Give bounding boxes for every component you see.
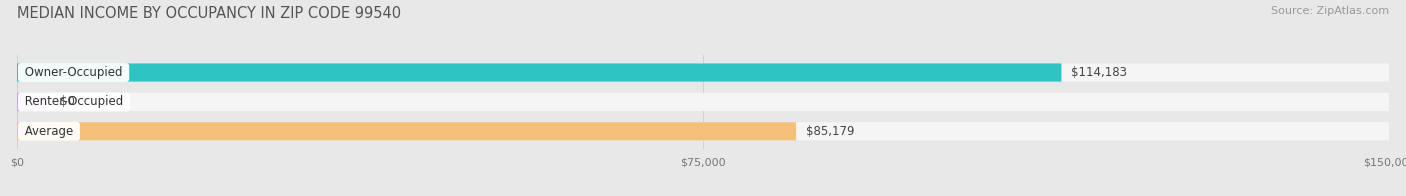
- FancyBboxPatch shape: [17, 63, 1062, 82]
- Text: Source: ZipAtlas.com: Source: ZipAtlas.com: [1271, 6, 1389, 16]
- FancyBboxPatch shape: [17, 93, 49, 111]
- Text: Owner-Occupied: Owner-Occupied: [21, 66, 127, 79]
- Text: Average: Average: [21, 125, 77, 138]
- Text: Renter-Occupied: Renter-Occupied: [21, 95, 127, 108]
- Text: $85,179: $85,179: [806, 125, 855, 138]
- FancyBboxPatch shape: [17, 122, 1389, 140]
- Text: $114,183: $114,183: [1071, 66, 1128, 79]
- FancyBboxPatch shape: [17, 63, 1389, 82]
- FancyBboxPatch shape: [17, 93, 1389, 111]
- FancyBboxPatch shape: [17, 122, 796, 140]
- Text: $0: $0: [60, 95, 75, 108]
- Text: MEDIAN INCOME BY OCCUPANCY IN ZIP CODE 99540: MEDIAN INCOME BY OCCUPANCY IN ZIP CODE 9…: [17, 6, 401, 21]
